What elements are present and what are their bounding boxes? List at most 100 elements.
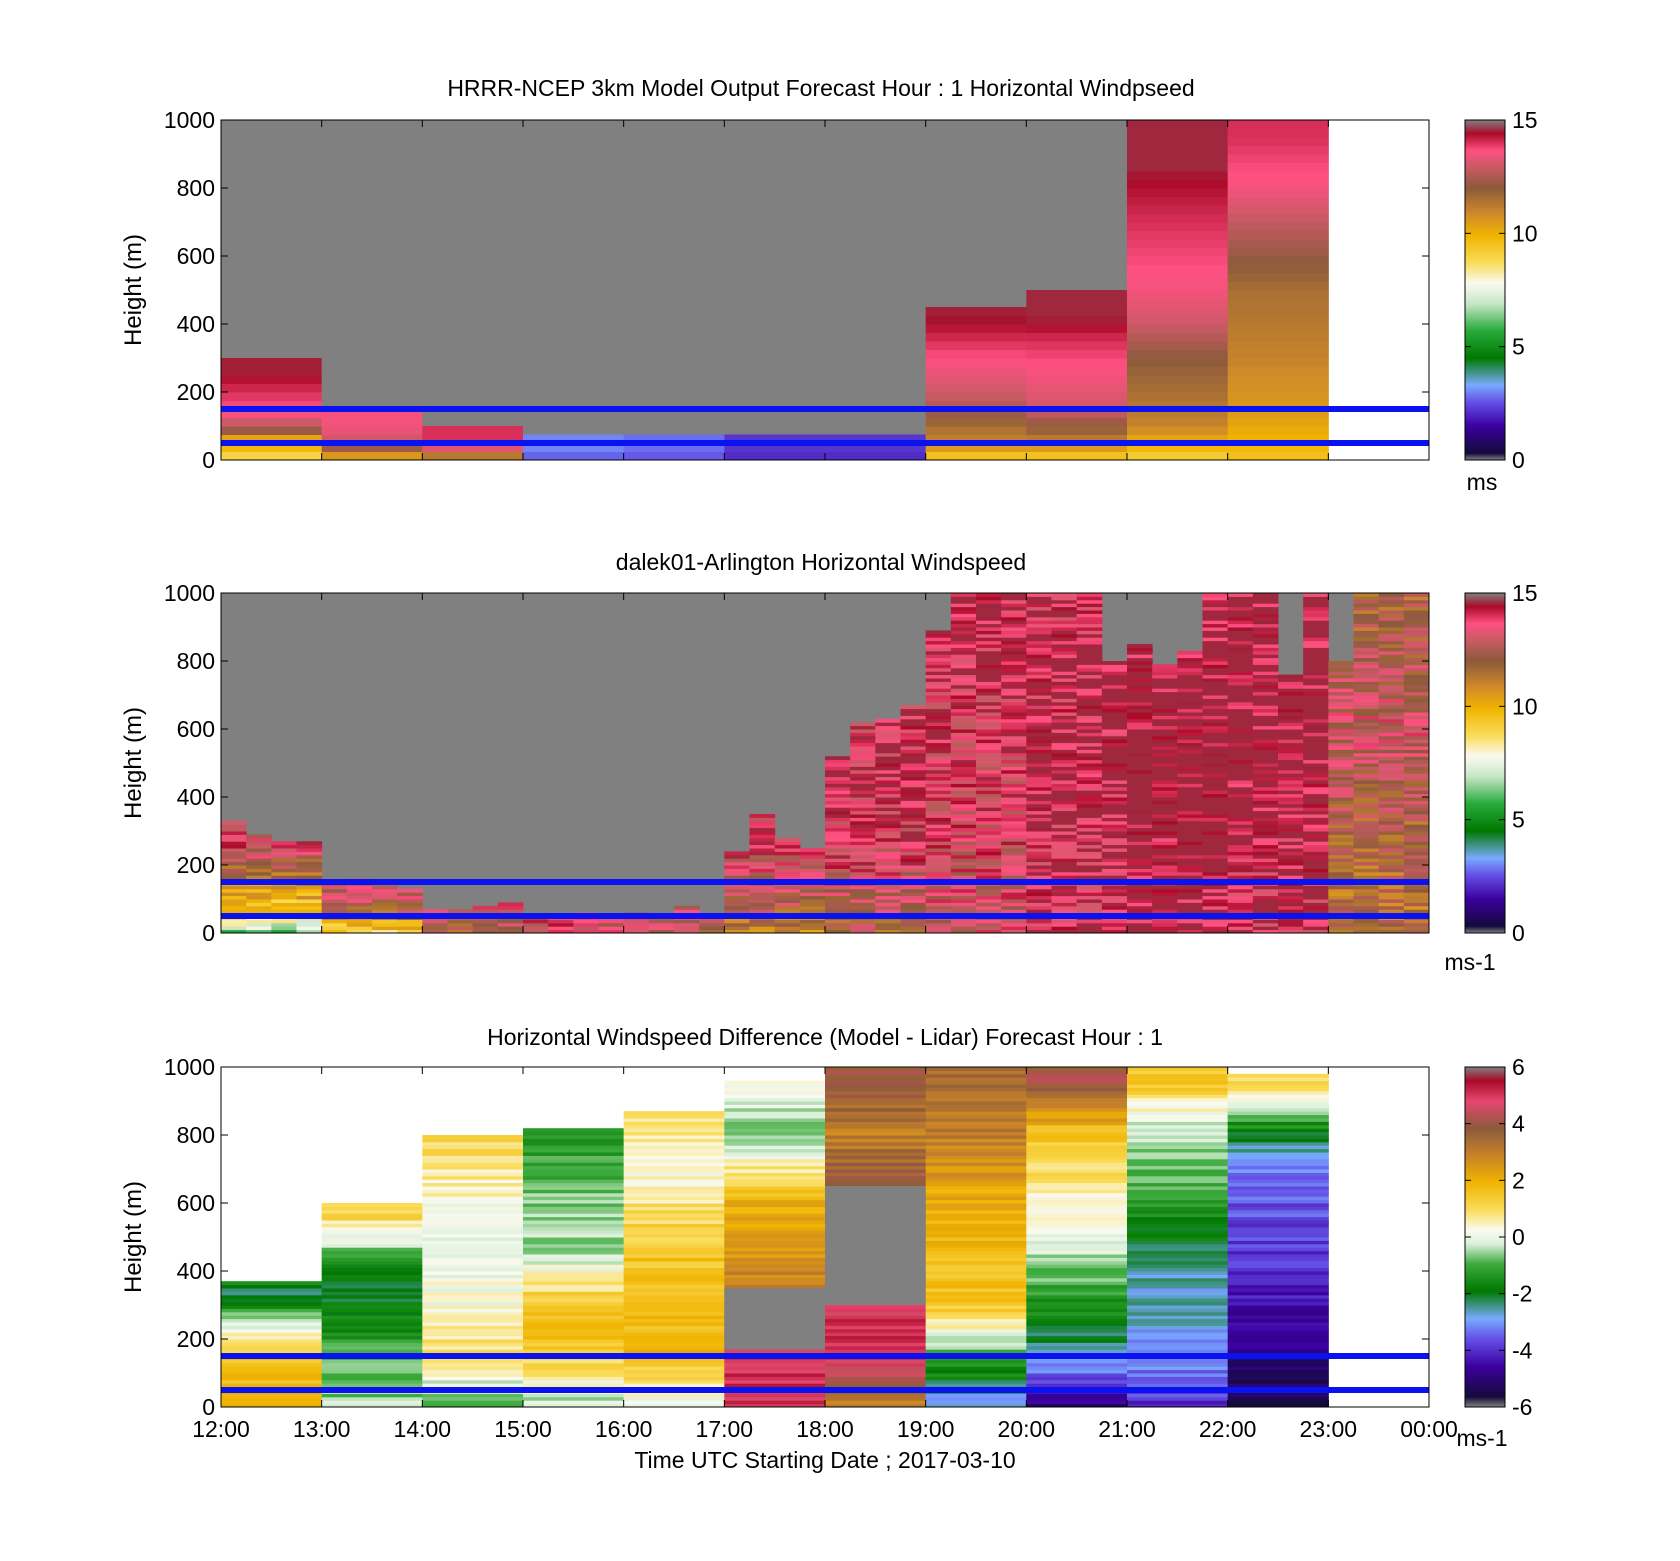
heatmap-cell [296, 909, 323, 914]
heatmap-cell [1177, 803, 1203, 808]
heatmap-cell [1127, 783, 1153, 788]
heatmap-cell [1001, 899, 1027, 903]
heatmap-cell [1353, 684, 1380, 689]
heatmap-cell [1403, 909, 1430, 914]
heatmap-cell [1051, 885, 1078, 890]
heatmap-cell [523, 1311, 625, 1316]
heatmap-cell [925, 1199, 1027, 1204]
heatmap-cell [1403, 650, 1430, 655]
heatmap-cell [1026, 640, 1052, 645]
heatmap-cell [1026, 1107, 1128, 1112]
heatmap-cell [900, 885, 927, 890]
heatmap-cell [1051, 671, 1078, 676]
heatmap-cell [1026, 633, 1052, 638]
heatmap-cell [875, 844, 901, 849]
heatmap-cell [1051, 824, 1078, 829]
heatmap-cell [1001, 888, 1027, 893]
heatmap-cell [296, 922, 323, 927]
heatmap-cell [1026, 627, 1052, 631]
heatmap-cell [523, 1257, 625, 1262]
heatmap-cell [497, 902, 524, 907]
heatmap-cell [925, 1308, 1027, 1313]
y-tick-label: 600 [177, 1190, 215, 1216]
heatmap-cell [523, 1247, 625, 1252]
heatmap-cell [1101, 746, 1128, 750]
heatmap-cell [724, 1165, 826, 1170]
heatmap-cell [1076, 783, 1103, 788]
heatmap-cell [1252, 681, 1279, 686]
heatmap-cell [724, 1135, 826, 1139]
heatmap-cell [1303, 616, 1329, 621]
heatmap-cell [1227, 1396, 1329, 1401]
heatmap-cell [724, 1260, 826, 1265]
heatmap-cell [1202, 746, 1229, 750]
heatmap-cell [950, 644, 977, 648]
heatmap-cell [246, 858, 272, 863]
heatmap-cell [1227, 746, 1254, 750]
heatmap-cell [1202, 623, 1229, 628]
heatmap-cell [1328, 824, 1354, 829]
heatmap-cell [1202, 654, 1229, 659]
heatmap-cell [1278, 681, 1304, 686]
heatmap-cell [1252, 667, 1279, 672]
heatmap-cell [1227, 1162, 1329, 1167]
heatmap-cell [825, 1335, 927, 1340]
heatmap-cell [724, 1196, 826, 1201]
heatmap-cell [1403, 729, 1430, 733]
heatmap-cell [976, 895, 1002, 900]
heatmap-cell [1076, 837, 1103, 842]
heatmap-cell [724, 1247, 826, 1252]
heatmap-cell [1227, 756, 1254, 761]
heatmap-cell [1076, 647, 1103, 652]
heatmap-cell [925, 797, 952, 801]
heatmap-cell [1278, 756, 1304, 761]
heatmap-cell [1403, 735, 1430, 740]
heatmap-cell [1026, 735, 1052, 740]
heatmap-cell [623, 1284, 725, 1289]
heatmap-cell [1202, 695, 1229, 699]
heatmap-cell [1127, 848, 1153, 852]
heatmap-cell [724, 1158, 826, 1163]
heatmap-cell [623, 1111, 725, 1116]
heatmap-cell [825, 1339, 927, 1343]
heatmap-cell [1076, 654, 1103, 659]
heatmap-cell [1328, 790, 1354, 795]
heatmap-cell [850, 746, 876, 750]
heatmap-cell [623, 1305, 725, 1309]
heatmap-cell [825, 875, 851, 880]
heatmap-cell [1127, 137, 1229, 146]
heatmap-cell [1227, 1308, 1329, 1313]
heatmap-cell [1076, 841, 1103, 846]
heatmap-cell [1127, 1107, 1229, 1112]
heatmap-cell [1227, 434, 1329, 444]
heatmap-cell [1101, 905, 1128, 910]
heatmap-cell [1353, 858, 1380, 863]
heatmap-cell [523, 1318, 625, 1323]
heatmap-cell [1127, 205, 1229, 214]
heatmap-cell [1026, 1294, 1128, 1299]
heatmap-cell [825, 773, 851, 778]
heatmap-cell [1127, 1203, 1229, 1207]
heatmap-cell [1378, 596, 1405, 601]
heatmap-cell [950, 715, 977, 720]
heatmap-cell [1026, 773, 1052, 778]
heatmap-cell [1026, 616, 1052, 621]
heatmap-cell [1378, 817, 1405, 822]
heatmap-cell [1001, 657, 1027, 662]
heatmap-cell [1328, 681, 1354, 686]
heatmap-cell [1001, 695, 1027, 699]
heatmap-cell [1303, 657, 1329, 662]
heatmap-cell [1227, 1291, 1329, 1296]
heatmap-cell [1403, 644, 1430, 648]
heatmap-cell [1127, 810, 1153, 815]
heatmap-cell [1328, 759, 1354, 764]
heatmap-cell [422, 1172, 524, 1177]
heatmap-cell [1127, 1186, 1229, 1190]
heatmap-cell [1227, 1335, 1329, 1340]
heatmap-cell [422, 1315, 524, 1320]
heatmap-cell [1026, 1118, 1128, 1122]
heatmap-cell [1127, 1240, 1229, 1245]
heatmap-cell [825, 1318, 927, 1323]
heatmap-cell [246, 851, 272, 856]
heatmap-cell [1101, 671, 1128, 676]
